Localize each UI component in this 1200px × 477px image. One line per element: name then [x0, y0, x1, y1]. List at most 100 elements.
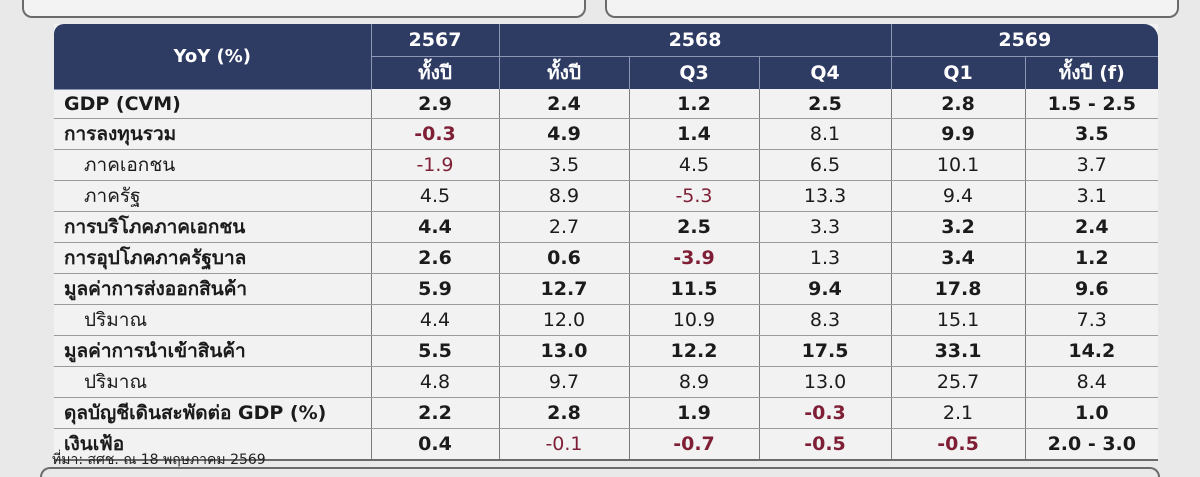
- economic-table-container: YoY (%) 2567 2568 2569 ทั้งปี ทั้งปี Q3 …: [54, 24, 1159, 461]
- row-label: มูลค่าการส่งออกสินค้า: [54, 273, 372, 305]
- period-header: Q4: [759, 56, 892, 89]
- table-cell: -0.3: [371, 118, 500, 150]
- table-cell: 1.5 - 2.5: [1025, 89, 1159, 119]
- table-cell: -0.5: [891, 428, 1026, 461]
- table-cell: 2.9: [371, 89, 500, 119]
- year-header-2569: 2569: [891, 24, 1159, 57]
- table-cell: 10.1: [891, 149, 1026, 181]
- table-row: การอุปโภคภาครัฐบาล 2.6 0.6 -3.9 1.3 3.4 1.2: [54, 242, 1159, 274]
- table-cell: 7.3: [1025, 304, 1159, 336]
- table-row: มูลค่าการส่งออกสินค้า 5.9 12.7 11.5 9.4 17.8 9…: [54, 273, 1159, 305]
- table-cell: -0.1: [499, 428, 630, 461]
- table-cell: 2.5: [629, 211, 760, 243]
- table-cell: 9.9: [891, 118, 1026, 150]
- row-label: การลงทุนรวม: [54, 118, 372, 150]
- row-label: ภาคเอกชน: [54, 149, 372, 181]
- row-label: GDP (CVM): [54, 89, 372, 119]
- table-cell: 4.5: [629, 149, 760, 181]
- period-header: Q1: [891, 56, 1026, 89]
- row-label: การบริโภคภาคเอกชน: [54, 211, 372, 243]
- row-label: ดุลบัญชีเดินสะพัดต่อ GDP (%): [54, 397, 372, 429]
- table-cell: 3.2: [891, 211, 1026, 243]
- table-cell: 12.2: [629, 335, 760, 367]
- table-cell: 2.8: [499, 397, 630, 429]
- period-header: ทั้งปี (f): [1025, 56, 1159, 89]
- table-row: การบริโภคภาคเอกชน 4.4 2.7 2.5 3.3 3.2 2.4: [54, 211, 1159, 243]
- row-label: ปริมาณ: [54, 304, 372, 336]
- table-cell: 4.4: [371, 304, 500, 336]
- table-cell: 9.7: [499, 366, 630, 398]
- table-cell: -5.3: [629, 180, 760, 212]
- period-header: ทั้งปี: [371, 56, 500, 89]
- table-row: ภาครัฐ 4.5 8.9 -5.3 13.3 9.4 3.1: [54, 180, 1159, 212]
- table-cell: 2.7: [499, 211, 630, 243]
- yoy-economic-table: YoY (%) 2567 2568 2569 ทั้งปี ทั้งปี Q3 …: [54, 24, 1159, 461]
- table-cell: 5.5: [371, 335, 500, 367]
- table-cell: 12.0: [499, 304, 630, 336]
- table-cell: 33.1: [891, 335, 1026, 367]
- row-label: ปริมาณ: [54, 366, 372, 398]
- table-cell: 12.7: [499, 273, 630, 305]
- year-header-2568: 2568: [499, 24, 892, 57]
- table-cell: 3.7: [1025, 149, 1159, 181]
- table-cell: 1.2: [1025, 242, 1159, 274]
- row-label: เงินเฟ้อ: [54, 428, 372, 461]
- row-label: การอุปโภคภาครัฐบาล: [54, 242, 372, 274]
- table-row: เงินเฟ้อ 0.4 -0.1 -0.7 -0.5 -0.5 2.0 - 3.0: [54, 428, 1159, 461]
- table-cell: 0.4: [371, 428, 500, 461]
- table-cell: 6.5: [759, 149, 892, 181]
- table-cell: -3.9: [629, 242, 760, 274]
- table-cell: 3.1: [1025, 180, 1159, 212]
- table-cell: 4.5: [371, 180, 500, 212]
- table-row: GDP (CVM) 2.9 2.4 1.2 2.5 2.8 1.5 - 2.5: [54, 89, 1159, 119]
- table-cell: 8.4: [1025, 366, 1159, 398]
- bottom-panel-edge: [40, 467, 1160, 477]
- table-cell: 2.8: [891, 89, 1026, 119]
- table-cell: 2.4: [499, 89, 630, 119]
- table-cell: 8.1: [759, 118, 892, 150]
- table-cell: 1.2: [629, 89, 760, 119]
- table-cell: 3.5: [1025, 118, 1159, 150]
- table-cell: 13.0: [759, 366, 892, 398]
- table-cell: -0.7: [629, 428, 760, 461]
- table-cell: 2.6: [371, 242, 500, 274]
- table-cell: -1.9: [371, 149, 500, 181]
- table-cell: 9.6: [1025, 273, 1159, 305]
- row-label-header: YoY (%): [54, 24, 372, 90]
- table-cell: 9.4: [759, 273, 892, 305]
- row-label: ภาครัฐ: [54, 180, 372, 212]
- table-cell: 13.0: [499, 335, 630, 367]
- table-cell: 9.4: [891, 180, 1026, 212]
- table-cell: 2.4: [1025, 211, 1159, 243]
- table-cell: 3.4: [891, 242, 1026, 274]
- table-cell: 4.9: [499, 118, 630, 150]
- table-cell: -0.5: [759, 428, 892, 461]
- table-cell: 17.5: [759, 335, 892, 367]
- table-cell: 1.3: [759, 242, 892, 274]
- table-row: ปริมาณ 4.4 12.0 10.9 8.3 15.1 7.3: [54, 304, 1159, 336]
- source-note: ที่มา: สศช. ณ 18 พฤษภาคม 2569: [52, 452, 266, 468]
- table-cell: 17.8: [891, 273, 1026, 305]
- table-body: GDP (CVM) 2.9 2.4 1.2 2.5 2.8 1.5 - 2.5 การลงทุ…: [54, 89, 1159, 461]
- table-row: ดุลบัญชีเดินสะพัดต่อ GDP (%) 2.2 2.8 1.9 -0.…: [54, 397, 1159, 429]
- table-cell: 13.3: [759, 180, 892, 212]
- table-cell: 1.0: [1025, 397, 1159, 429]
- table-cell: 2.5: [759, 89, 892, 119]
- table-row: มูลค่าการนำเข้าสินค้า 5.5 13.0 12.2 17.5 33.1…: [54, 335, 1159, 367]
- table-row: การลงทุนรวม -0.3 4.9 1.4 8.1 9.9 3.5: [54, 118, 1159, 150]
- table-cell: 2.2: [371, 397, 500, 429]
- table-cell: 0.6: [499, 242, 630, 274]
- period-header: Q3: [629, 56, 760, 89]
- table-cell: 1.9: [629, 397, 760, 429]
- table-cell: 10.9: [629, 304, 760, 336]
- table-cell: 15.1: [891, 304, 1026, 336]
- header-row-years: YoY (%) 2567 2568 2569: [54, 24, 1159, 90]
- period-header: ทั้งปี: [499, 56, 630, 89]
- table-cell: -0.3: [759, 397, 892, 429]
- year-header-2567: 2567: [371, 24, 500, 57]
- table-row: ภาคเอกชน -1.9 3.5 4.5 6.5 10.1 3.7: [54, 149, 1159, 181]
- table-cell: 8.9: [499, 180, 630, 212]
- table-cell: 8.9: [629, 366, 760, 398]
- table-cell: 8.3: [759, 304, 892, 336]
- table-cell: 11.5: [629, 273, 760, 305]
